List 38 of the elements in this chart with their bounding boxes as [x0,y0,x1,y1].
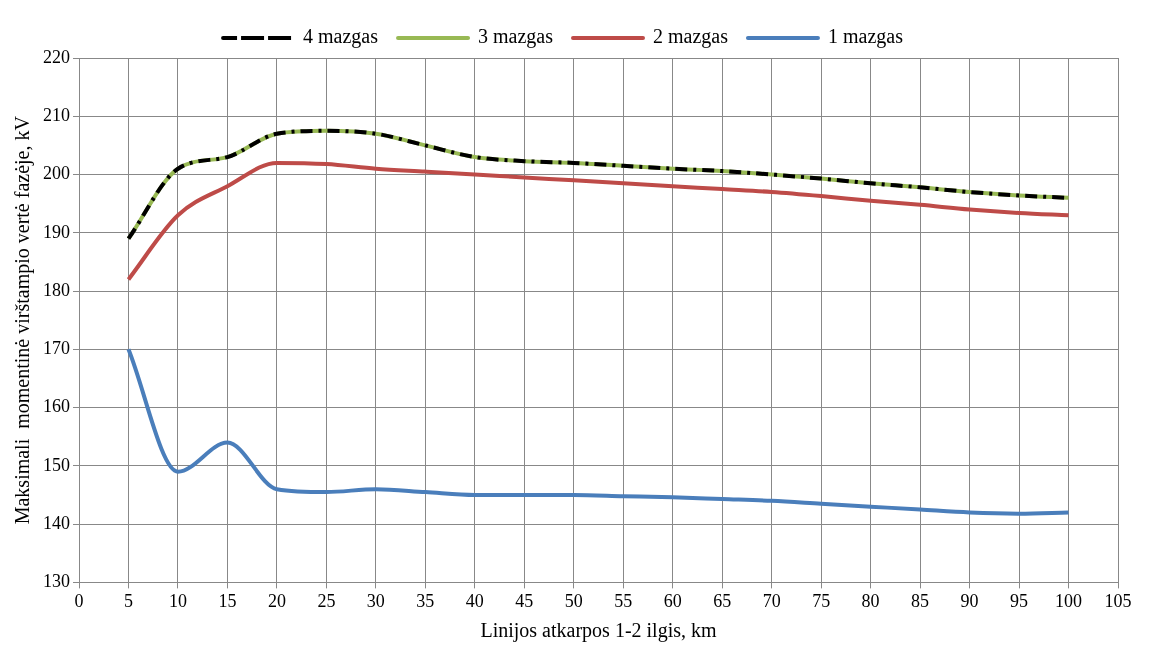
x-tick-label: 20 [267,590,286,611]
x-tick-label: 50 [564,590,583,611]
x-axis-title: Linijos atkarpos 1-2 ilgis, km [480,619,717,643]
x-tick-label: 75 [812,590,831,611]
x-tick-label: 35 [416,590,435,611]
x-tick-label: 55 [614,590,633,611]
x-tick-label: 10 [168,590,187,611]
y-tick-label: 180 [43,279,70,300]
x-tick-label: 45 [515,590,534,611]
legend-label: 4 mazgas [303,25,379,49]
y-tick-label: 140 [43,512,70,533]
x-tick-label: 65 [713,590,732,611]
x-tick-label: 80 [861,590,880,611]
x-tick-label: 105 [1104,590,1132,611]
legend-label: 1 mazgas [827,25,904,49]
x-tick-label: 40 [465,590,484,611]
x-tick-label: 85 [911,590,930,611]
y-tick-label: 190 [43,221,70,242]
x-tick-label: 60 [663,590,682,611]
x-tick-label: 90 [960,590,979,611]
y-tick-label: 170 [43,338,70,359]
y-tick-label: 220 [43,46,70,67]
x-tick-label: 95 [1010,590,1029,611]
x-tick-label: 0 [74,590,84,611]
y-axis-title: Maksimali momentinė virštampio vertė fazėje, kV [11,115,35,525]
x-tick-label: 5 [123,590,133,611]
y-tick-label: 150 [43,454,70,475]
x-tick-label: 25 [317,590,336,611]
y-tick-label: 160 [43,396,70,417]
y-tick-label: 200 [43,163,70,184]
legend-label: 3 mazgas [478,25,554,49]
x-tick-label: 30 [366,590,385,611]
y-tick-label: 210 [43,105,70,125]
x-tick-label: 15 [218,590,237,611]
x-tick-label: 70 [762,590,781,611]
y-tick-label: 130 [43,571,70,592]
x-tick-label: 100 [1055,590,1083,611]
legend-label: 2 mazgas [653,25,729,49]
